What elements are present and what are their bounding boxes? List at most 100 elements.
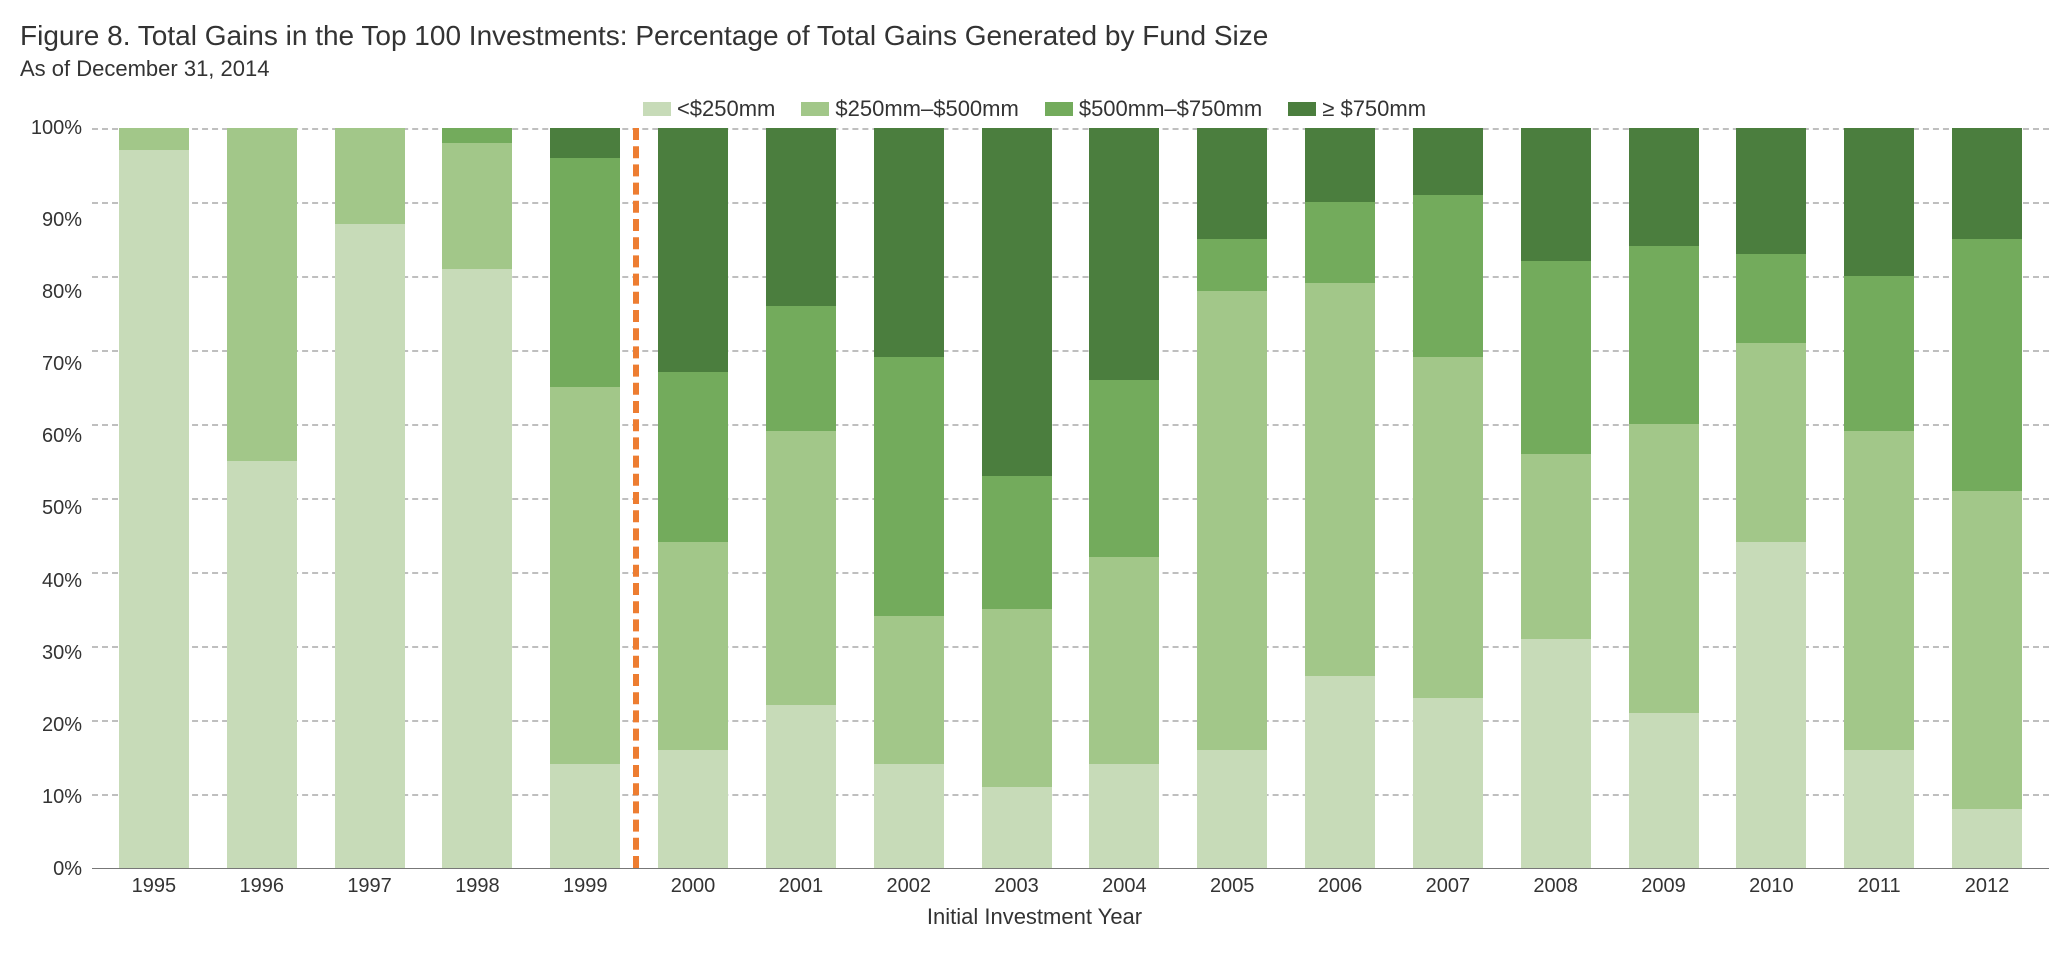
x-tick-label: 2012	[1952, 875, 2022, 898]
bar-segment	[874, 357, 944, 616]
bar-segment	[1736, 542, 1806, 868]
figure-title: Figure 8. Total Gains in the Top 100 Inv…	[20, 20, 2049, 52]
bar-segment	[1952, 239, 2022, 491]
bar-segment	[1629, 424, 1699, 713]
bar	[874, 128, 944, 868]
bar-segment	[227, 461, 297, 868]
bar-segment	[1629, 713, 1699, 868]
bar-segment	[766, 431, 836, 705]
bar	[119, 128, 189, 868]
reference-line	[633, 128, 639, 868]
legend-swatch	[643, 102, 671, 116]
bar	[766, 128, 836, 868]
x-axis: 1995199619971998199920002001200220032004…	[92, 869, 2049, 898]
x-tick-label: 2011	[1844, 875, 1914, 898]
x-tick-label: 2010	[1736, 875, 1806, 898]
x-tick-label: 2009	[1629, 875, 1699, 898]
y-tick-label: 100%	[31, 118, 82, 138]
bar	[1736, 128, 1806, 868]
bar-segment	[982, 476, 1052, 609]
bar-segment	[982, 609, 1052, 787]
y-tick-label: 10%	[42, 787, 82, 807]
bar-segment	[1736, 254, 1806, 343]
bar-segment	[1844, 750, 1914, 868]
bar-segment	[1305, 128, 1375, 202]
bar-segment	[1413, 698, 1483, 868]
x-tick-label: 2003	[982, 875, 1052, 898]
bar	[550, 128, 620, 868]
bar	[1952, 128, 2022, 868]
bar-segment	[119, 128, 189, 150]
chart: 100%90%80%70%60%50%40%30%20%10%0%	[20, 128, 2049, 869]
x-tick-label: 1997	[335, 875, 405, 898]
bars-container	[92, 128, 2049, 868]
x-tick-label: 1996	[227, 875, 297, 898]
legend-swatch	[801, 102, 829, 116]
bar-segment	[1305, 676, 1375, 868]
bar-segment	[442, 128, 512, 143]
legend-swatch	[1045, 102, 1073, 116]
bar-segment	[658, 750, 728, 868]
bar	[982, 128, 1052, 868]
y-tick-label: 0%	[53, 859, 82, 879]
bar	[658, 128, 728, 868]
x-tick-label: 1995	[119, 875, 189, 898]
bar-segment	[1952, 809, 2022, 868]
bar	[335, 128, 405, 868]
bar	[1844, 128, 1914, 868]
bar-segment	[1952, 491, 2022, 809]
x-tick-label: 2002	[874, 875, 944, 898]
bar-segment	[1197, 128, 1267, 239]
bar-segment	[874, 764, 944, 868]
bar	[1089, 128, 1159, 868]
bar-segment	[550, 387, 620, 764]
bar	[1521, 128, 1591, 868]
y-tick-label: 70%	[42, 354, 82, 374]
x-tick-label: 2006	[1305, 875, 1375, 898]
bar	[1305, 128, 1375, 868]
legend-label: ≥ $750mm	[1322, 96, 1426, 122]
legend-swatch	[1288, 102, 1316, 116]
y-tick-label: 80%	[42, 282, 82, 302]
x-tick-label: 2008	[1521, 875, 1591, 898]
bar-segment	[982, 128, 1052, 476]
bar-segment	[335, 128, 405, 224]
bar-segment	[1521, 261, 1591, 453]
bar-segment	[766, 128, 836, 306]
bar-segment	[982, 787, 1052, 868]
bar-segment	[1844, 276, 1914, 431]
bar-segment	[550, 764, 620, 868]
bar-segment	[442, 143, 512, 269]
bar-segment	[1521, 454, 1591, 639]
x-tick-label: 2004	[1089, 875, 1159, 898]
bar-segment	[658, 372, 728, 542]
bar-segment	[335, 224, 405, 868]
bar-segment	[1736, 128, 1806, 254]
bar-segment	[766, 306, 836, 432]
bar-segment	[1305, 283, 1375, 675]
legend-label: $500mm–$750mm	[1079, 96, 1262, 122]
y-tick-label: 50%	[42, 498, 82, 518]
x-tick-label: 2001	[766, 875, 836, 898]
y-tick-label: 40%	[42, 571, 82, 591]
y-tick-label: 60%	[42, 426, 82, 446]
x-tick-label: 2000	[658, 875, 728, 898]
bar-segment	[1305, 202, 1375, 283]
x-tick-label: 2007	[1413, 875, 1483, 898]
bar-segment	[874, 128, 944, 357]
bar-segment	[1197, 239, 1267, 291]
y-axis: 100%90%80%70%60%50%40%30%20%10%0%	[20, 128, 92, 869]
bar-segment	[1413, 357, 1483, 697]
bar-segment	[1629, 128, 1699, 246]
chart-legend: <$250mm$250mm–$500mm$500mm–$750mm≥ $750m…	[20, 96, 2049, 122]
x-axis-label: Initial Investment Year	[20, 904, 2049, 930]
x-tick-label: 1998	[442, 875, 512, 898]
bar-segment	[1413, 128, 1483, 195]
bar	[1413, 128, 1483, 868]
bar-segment	[1844, 128, 1914, 276]
bar-segment	[874, 616, 944, 764]
bar	[1197, 128, 1267, 868]
bar-segment	[1844, 431, 1914, 749]
y-tick-label: 20%	[42, 715, 82, 735]
legend-label: $250mm–$500mm	[835, 96, 1018, 122]
